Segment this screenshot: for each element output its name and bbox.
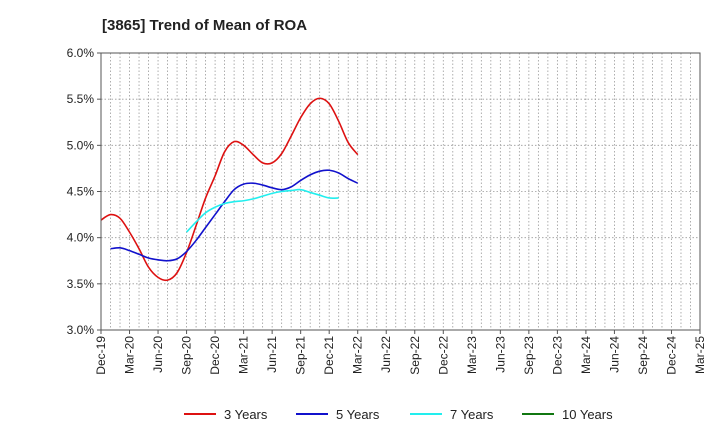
x-tick-label: Dec-20 xyxy=(208,336,222,375)
x-tick-label: Jun-20 xyxy=(151,336,165,373)
x-tick-label: Sep-22 xyxy=(408,336,422,375)
x-tick-label: Sep-23 xyxy=(522,336,536,375)
x-tick-label: Mar-22 xyxy=(351,336,365,374)
x-tick-label: Dec-22 xyxy=(436,336,450,375)
x-tick-label: Jun-23 xyxy=(493,336,507,373)
y-tick-label: 4.5% xyxy=(67,185,95,199)
x-tick-label: Jun-24 xyxy=(607,336,621,373)
y-tick-label: 3.5% xyxy=(67,277,95,291)
y-tick-label: 5.0% xyxy=(67,138,95,152)
x-tick-label: Sep-24 xyxy=(636,336,650,375)
x-tick-label: Sep-21 xyxy=(294,336,308,375)
x-tick-label: Dec-23 xyxy=(550,336,564,375)
x-tick-label: Mar-24 xyxy=(579,336,593,374)
x-axis: Dec-19 Mar-20 Jun-20 Sep-20 Dec-20 Mar-21 Jun-… xyxy=(94,330,707,375)
x-tick-label: Mar-21 xyxy=(237,336,251,374)
plot-frame xyxy=(100,52,701,331)
legend: 3 Years 5 Years 7 Years 10 Years xyxy=(184,407,613,422)
x-tick-label: Mar-23 xyxy=(465,336,479,374)
series-line-7-years xyxy=(185,188,339,233)
gridlines xyxy=(101,53,700,330)
y-tick-label: 3.0% xyxy=(67,323,95,337)
legend-label: 3 Years xyxy=(224,407,268,422)
y-tick-label: 6.0% xyxy=(67,46,95,60)
x-tick-label: Dec-19 xyxy=(94,336,108,375)
x-tick-label: Mar-25 xyxy=(693,336,707,374)
x-tick-label: Sep-20 xyxy=(180,336,194,375)
x-tick-label: Dec-24 xyxy=(664,336,678,375)
x-tick-label: Jun-22 xyxy=(379,336,393,373)
x-tick-label: Jun-21 xyxy=(265,336,279,373)
legend-label: 7 Years xyxy=(450,407,494,422)
y-tick-label: 5.5% xyxy=(67,92,95,106)
chart-title: [3865] Trend of Mean of ROA xyxy=(102,17,307,34)
y-axis: 3.0% 3.5% 4.0% 4.5% 5.0% 5.5% 6.0% xyxy=(67,46,101,337)
series-lines xyxy=(100,97,359,282)
x-tick-label: Mar-20 xyxy=(123,336,137,374)
legend-label: 10 Years xyxy=(562,407,613,422)
series-line-3-years xyxy=(100,97,359,282)
y-tick-label: 4.0% xyxy=(67,231,95,245)
x-tick-label: Dec-21 xyxy=(322,336,336,375)
legend-label: 5 Years xyxy=(336,407,380,422)
series-line-5-years xyxy=(110,169,359,262)
